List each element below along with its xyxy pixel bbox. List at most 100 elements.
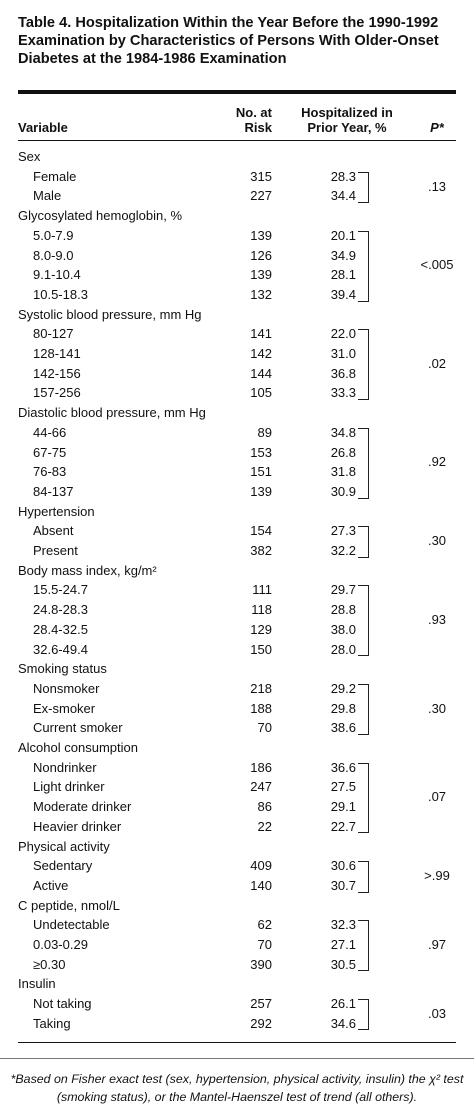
p-value: .93 <box>427 611 447 627</box>
row-label: Present <box>33 543 78 558</box>
row-pct: 27.3 <box>330 523 356 539</box>
row-pct: 22.7 <box>330 818 356 834</box>
row-n: 141 <box>250 326 272 342</box>
row-n: 144 <box>250 365 272 381</box>
row-pct: 27.5 <box>330 779 356 795</box>
row-label: Heavier drinker <box>33 818 122 834</box>
bracket <box>358 683 369 735</box>
row-pct: 28.0 <box>330 641 356 657</box>
row-pct: 28.1 <box>330 267 356 283</box>
row-pct: 30.5 <box>330 956 356 972</box>
row-n: 292 <box>250 1015 272 1031</box>
row-pct: 39.4 <box>330 286 356 302</box>
row-pct: 38.0 <box>330 621 356 637</box>
row-label: 28.4-32.5 <box>33 621 88 637</box>
group-label: Smoking status <box>18 661 107 677</box>
row-n: 151 <box>250 464 272 480</box>
bracket <box>358 585 369 657</box>
row-n: 150 <box>250 641 272 657</box>
p-value: .30 <box>427 700 447 716</box>
row-pct: 38.6 <box>330 720 356 736</box>
row-n: 315 <box>250 168 272 184</box>
row-pct: 31.0 <box>330 346 356 361</box>
bracket <box>358 427 369 499</box>
header-pct: Hospitalized in Prior Year, % <box>301 105 393 135</box>
row-n: 188 <box>250 700 272 716</box>
row-pct: 33.3 <box>330 385 356 401</box>
p-value: .02 <box>427 355 447 371</box>
row-pct: 34.4 <box>330 188 356 204</box>
row-n: 70 <box>257 937 272 952</box>
header-n: No. at Risk <box>235 105 272 135</box>
p-value: .92 <box>427 454 447 470</box>
row-n: 139 <box>250 227 272 243</box>
bracket <box>358 999 369 1031</box>
row-label: 128-141 <box>33 346 81 361</box>
row-label: 10.5-18.3 <box>33 286 88 302</box>
p-value: >.99 <box>424 868 450 884</box>
row-n: 132 <box>250 286 272 302</box>
group-label: Sex <box>18 149 41 164</box>
group-label: Systolic blood pressure, mm Hg <box>18 306 202 322</box>
row-label: Current smoker <box>33 720 123 736</box>
p-value: .03 <box>427 1005 447 1021</box>
row-n: 390 <box>250 956 272 972</box>
row-n: 129 <box>250 621 272 637</box>
row-n: 382 <box>250 543 272 558</box>
row-label: 84-137 <box>33 483 74 499</box>
header-p: P* <box>430 120 444 135</box>
row-pct: 26.1 <box>330 996 356 1012</box>
row-pct: 22.0 <box>330 326 356 342</box>
row-n: 186 <box>250 759 272 775</box>
row-n: 247 <box>250 779 272 795</box>
row-label: Light drinker <box>33 779 105 795</box>
row-label: 0.03-0.29 <box>33 937 88 952</box>
row-n: 126 <box>250 247 272 263</box>
row-label: 9.1-10.4 <box>33 267 81 283</box>
footnote: *Based on Fisher exact test (sex, hypert… <box>10 1072 464 1104</box>
row-n: 140 <box>250 877 272 893</box>
row-label: 157-256 <box>33 385 81 401</box>
table-title: Table 4. Hospitalization Within the Year… <box>18 15 439 67</box>
row-pct: 32.3 <box>330 917 356 933</box>
row-pct: 27.1 <box>330 937 356 952</box>
p-value: .97 <box>427 937 447 952</box>
row-label: 24.8-28.3 <box>33 602 88 618</box>
footnote-rule <box>0 1058 474 1059</box>
row-pct: 36.8 <box>330 365 356 381</box>
row-pct: 30.6 <box>330 858 356 874</box>
row-pct: 28.8 <box>330 602 356 618</box>
group-label: Body mass index, kg/m² <box>18 562 157 578</box>
bracket <box>358 762 369 834</box>
row-pct: 29.1 <box>330 799 356 815</box>
row-label: 76-83 <box>33 464 67 480</box>
row-label: Moderate drinker <box>33 799 132 815</box>
row-pct: 29.8 <box>330 700 356 716</box>
row-label: Absent <box>33 523 74 539</box>
row-pct: 32.2 <box>330 543 356 558</box>
row-label: Undetectable <box>33 917 110 933</box>
bracket <box>358 171 369 204</box>
row-label: Ex-smoker <box>33 700 96 716</box>
row-pct: 29.2 <box>330 680 356 696</box>
row-label: 142-156 <box>33 365 81 381</box>
bracket <box>358 861 369 893</box>
row-pct: 30.9 <box>330 483 356 499</box>
row-n: 142 <box>250 346 272 361</box>
row-n: 118 <box>251 602 272 618</box>
row-pct: 34.9 <box>330 247 356 263</box>
row-label: Taking <box>33 1015 71 1031</box>
bracket <box>358 230 369 302</box>
group-label: Insulin <box>18 976 56 992</box>
row-n: 409 <box>250 858 272 874</box>
row-label: Nonsmoker <box>33 680 100 696</box>
row-n: 89 <box>257 424 272 440</box>
bracket <box>358 920 369 972</box>
row-n: 227 <box>250 188 272 204</box>
row-n: 111 <box>252 582 272 598</box>
row-n: 70 <box>257 720 272 736</box>
p-value: .13 <box>427 178 447 194</box>
row-label: Nondrinker <box>33 759 97 775</box>
p-value: <.005 <box>420 257 454 273</box>
